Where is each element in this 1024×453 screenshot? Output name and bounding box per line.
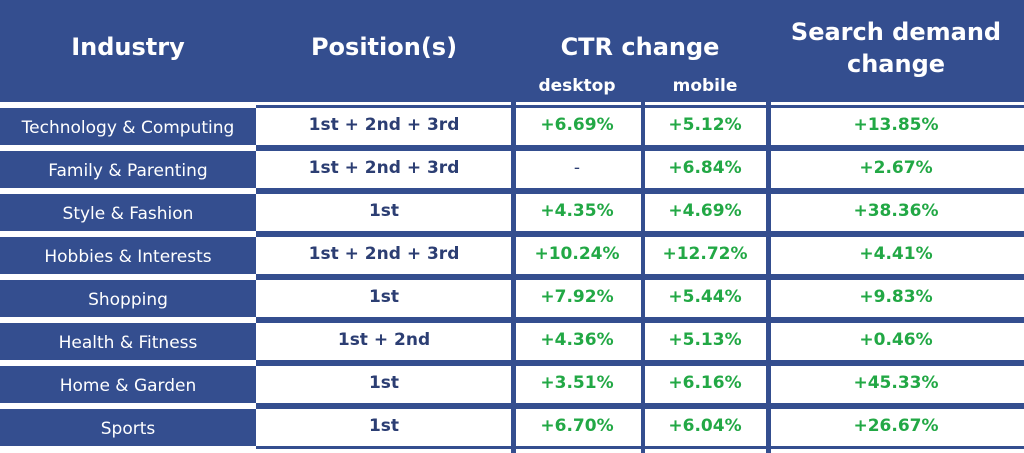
industry-label: Style & Fashion (62, 204, 194, 224)
row-border-bottom (256, 188, 1024, 191)
table-row: Style & Fashion 1st +4.35% +4.69% +38.36% (0, 191, 1024, 234)
table-row: Home & Garden 1st +3.51% +6.16% +45.33% (0, 363, 1024, 406)
ctr-mobile-cell: +6.04% (668, 416, 742, 436)
ctr-mobile-cell: +4.69% (668, 201, 742, 221)
row-border-top (256, 105, 1024, 108)
column-divider (766, 102, 771, 453)
search-demand-cell: +45.33% (853, 373, 939, 393)
header-mobile: mobile (672, 76, 738, 96)
ctr-mobile-cell: +5.44% (668, 287, 742, 307)
ctr-desktop-cell: +6.70% (540, 416, 614, 436)
ctr-desktop-cell: +4.36% (540, 330, 614, 350)
search-demand-cell: +26.67% (853, 416, 939, 436)
table-row: Health & Fitness 1st + 2nd +4.36% +5.13% +0.… (0, 320, 1024, 363)
ctr-desktop-cell: +6.69% (540, 115, 614, 135)
row-border-bottom (256, 145, 1024, 148)
header-industry: Industry (71, 33, 185, 61)
positions-cell: 1st + 2nd + 3rd (308, 115, 460, 135)
header-ctr-change: CTR change (560, 33, 720, 61)
ctr-desktop-cell: +10.24% (534, 244, 620, 264)
industry-label: Home & Garden (59, 376, 197, 396)
search-demand-cell: +4.41% (859, 244, 933, 264)
industry-cell: Hobbies & Interests (0, 237, 256, 274)
search-demand-cell: +13.85% (853, 115, 939, 135)
search-demand-cell: +38.36% (853, 201, 939, 221)
row-border-bottom (256, 231, 1024, 234)
header-search-demand: Search demand change (768, 16, 1024, 80)
header-desktop: desktop (538, 76, 616, 96)
row-border-bottom (256, 274, 1024, 277)
industry-cell: Shopping (0, 280, 256, 317)
industry-label: Health & Fitness (58, 333, 198, 353)
search-demand-cell: +0.46% (859, 330, 933, 350)
positions-cell: 1st (368, 373, 400, 393)
row-border-top (256, 406, 1024, 409)
header-search-demand-line2: change (846, 50, 946, 78)
positions-cell: 1st + 2nd + 3rd (308, 244, 460, 264)
table-row: Family & Parenting 1st + 2nd + 3rd - +6.84%… (0, 148, 1024, 191)
ctr-desktop-cell: - (573, 158, 581, 178)
industry-cell: Home & Garden (0, 366, 256, 403)
industry-cell: Sports (0, 409, 256, 446)
industry-cell: Technology & Computing (0, 108, 256, 145)
industry-label: Hobbies & Interests (44, 247, 212, 267)
row-border-top (256, 363, 1024, 366)
table-row: Shopping 1st +7.92% +5.44% +9.83% (0, 277, 1024, 320)
row-border-top (256, 320, 1024, 323)
industry-label: Shopping (88, 290, 168, 310)
industry-cell: Style & Fashion (0, 194, 256, 231)
column-divider (511, 102, 516, 453)
ctr-mobile-cell: +6.84% (668, 158, 742, 178)
table-header: Industry Position(s) CTR change desktop … (0, 0, 1024, 102)
ctr-mobile-cell: +12.72% (662, 244, 748, 264)
industry-cell: Health & Fitness (0, 323, 256, 360)
column-divider (641, 102, 645, 453)
table-row: Hobbies & Interests 1st + 2nd + 3rd +10.24… (0, 234, 1024, 277)
positions-cell: 1st (368, 287, 400, 307)
ctr-mobile-cell: +5.12% (668, 115, 742, 135)
row-border-bottom (256, 360, 1024, 363)
row-border-top (256, 277, 1024, 280)
ctr-desktop-cell: +3.51% (540, 373, 614, 393)
row-border-bottom (256, 403, 1024, 406)
industry-cell: Family & Parenting (0, 151, 256, 188)
row-border-top (256, 191, 1024, 194)
header-search-demand-line1: Search demand (790, 18, 1002, 46)
ctr-mobile-cell: +5.13% (668, 330, 742, 350)
row-border-bottom (256, 446, 1024, 449)
positions-cell: 1st + 2nd (337, 330, 431, 350)
header-positions: Position(s) (310, 33, 458, 61)
positions-cell: 1st (368, 201, 400, 221)
ctr-desktop-cell: +4.35% (540, 201, 614, 221)
search-demand-cell: +2.67% (859, 158, 933, 178)
industry-label: Technology & Computing (21, 118, 235, 138)
ctr-desktop-cell: +7.92% (540, 287, 614, 307)
positions-cell: 1st + 2nd + 3rd (308, 158, 460, 178)
table-row: Sports 1st +6.70% +6.04% +26.67% (0, 406, 1024, 449)
industry-label: Family & Parenting (48, 161, 208, 181)
table-row: Technology & Computing 1st + 2nd + 3rd +6.… (0, 105, 1024, 148)
row-border-top (256, 234, 1024, 237)
ctr-mobile-cell: +6.16% (668, 373, 742, 393)
row-border-bottom (256, 317, 1024, 320)
positions-cell: 1st (368, 416, 400, 436)
search-demand-cell: +9.83% (859, 287, 933, 307)
row-border-top (256, 148, 1024, 151)
industry-label: Sports (100, 419, 156, 439)
